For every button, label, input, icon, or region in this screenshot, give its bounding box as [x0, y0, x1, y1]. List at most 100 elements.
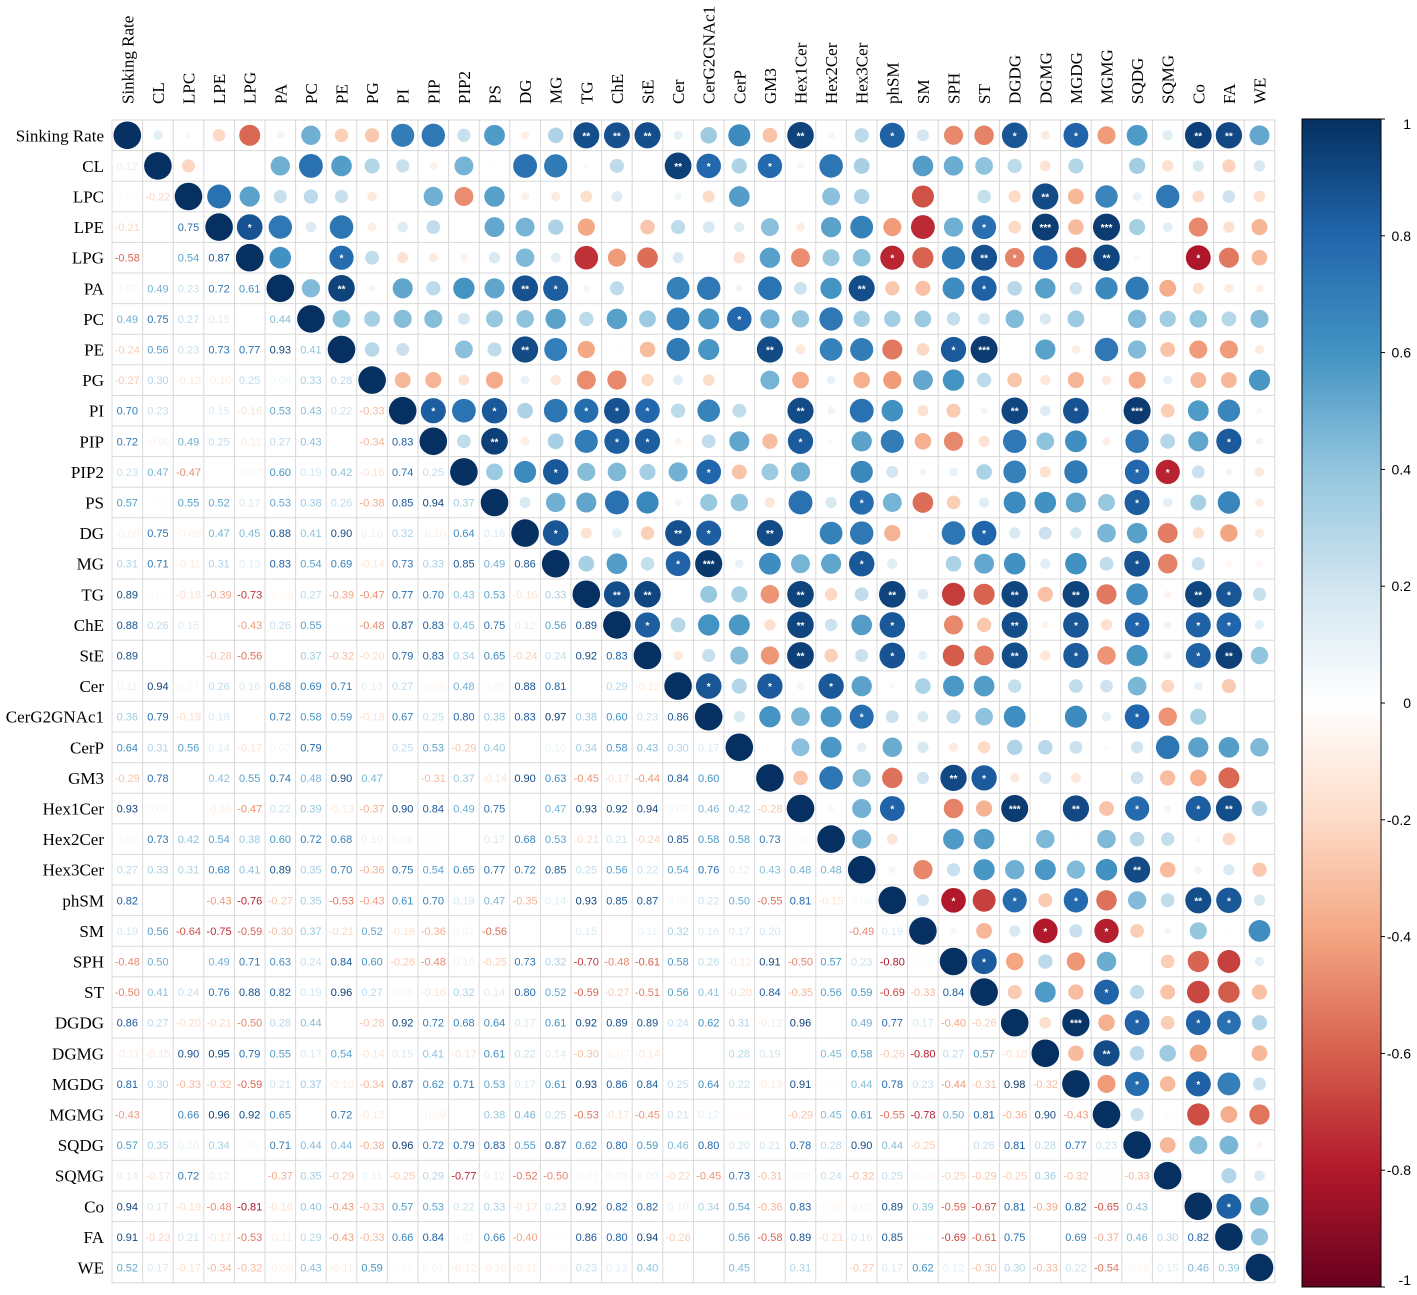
corr-value-8-3: -0.10 [207, 375, 232, 387]
corr-value-21-20: 0.00 [729, 773, 750, 785]
corr-value-25-12: 0.47 [484, 895, 505, 907]
corr-circle-13-19 [696, 520, 722, 546]
corr-value-23-20: 0.58 [729, 834, 750, 846]
corr-value-10-3: 0.25 [208, 436, 229, 448]
corr-circle-17-27 [942, 644, 965, 667]
corr-circle-8-31 [1067, 372, 1084, 389]
corr-value-10-8: -0.34 [360, 436, 385, 448]
corr-circle-28-28 [970, 978, 998, 1006]
corr-circle-22-28 [975, 800, 993, 817]
corr-value-26-19: 0.16 [698, 926, 719, 938]
corr-circle-1-37 [1253, 160, 1266, 172]
corr-circle-30-37 [1251, 1045, 1268, 1062]
corr-circle-20-27 [948, 742, 959, 753]
corr-circle-8-29 [1007, 372, 1022, 388]
corr-value-25-9: 0.61 [392, 895, 413, 907]
column-label: Sinking Rate [118, 16, 137, 104]
corr-circle-11-14 [542, 459, 569, 485]
column-label: PI [394, 89, 413, 104]
corr-value-21-9: 0.00 [392, 773, 413, 785]
corr-value-11-7: 0.42 [331, 467, 352, 479]
corr-circle-11-13 [514, 460, 537, 483]
corr-value-9-8: -0.33 [360, 406, 385, 418]
corr-value-21-3: 0.42 [208, 773, 229, 785]
corr-circle-16-18 [670, 617, 686, 633]
significance-stars: ** [1194, 590, 1202, 601]
corr-value-32-10: -0.09 [421, 1110, 446, 1122]
corr-circle-5-9 [392, 278, 413, 299]
corr-circle-4-8 [365, 250, 379, 265]
corr-circle-7-35 [1189, 340, 1208, 359]
corr-value-25-13: -0.35 [513, 895, 538, 907]
corr-circle-9-14 [543, 398, 568, 423]
corr-value-17-7: -0.32 [329, 651, 354, 663]
corr-value-13-12: 0.16 [484, 528, 505, 540]
significance-stars: * [1227, 896, 1231, 907]
corr-circle-13-27 [941, 521, 966, 545]
corr-value-36-26: 0.02 [912, 1232, 933, 1244]
significance-stars: *** [978, 346, 990, 357]
significance-stars: ** [1103, 254, 1111, 265]
corr-circle-14-25 [887, 558, 898, 569]
corr-circle-9-18 [670, 403, 686, 418]
corr-circle-1-1 [144, 152, 172, 180]
corr-circle-6-22 [791, 310, 810, 328]
corr-circle-1-8 [364, 158, 380, 174]
significance-stars: ** [797, 621, 805, 632]
corr-circle-22-29 [1001, 794, 1029, 823]
corr-circle-20-31 [1069, 740, 1083, 754]
corr-circle-12-28 [978, 497, 990, 508]
corr-value-32-19: 0.12 [698, 1110, 719, 1122]
corr-value-32-9: 0.00 [392, 1110, 413, 1122]
corr-value-24-22: 0.48 [790, 865, 811, 877]
corr-circle-3-29 [1008, 220, 1022, 234]
corr-circle-1-7 [331, 155, 352, 177]
significance-stars: * [1105, 988, 1109, 999]
corr-circle-2-5 [273, 189, 287, 204]
corr-value-15-13: -0.16 [513, 589, 538, 601]
corr-value-28-26: -0.33 [910, 987, 935, 999]
corr-value-30-15: -0.30 [574, 1048, 599, 1060]
corr-value-37-31: 0.22 [1065, 1263, 1086, 1275]
corr-value-18-16: 0.29 [606, 681, 627, 693]
corr-circle-10-11 [457, 434, 471, 449]
corr-circle-27-27 [939, 947, 968, 976]
corr-value-18-10: -0.06 [421, 681, 446, 693]
corr-circle-10-35 [1188, 431, 1209, 452]
corr-value-20-0: 0.64 [117, 742, 138, 754]
corr-value-36-18: -0.26 [666, 1232, 691, 1244]
corr-circle-16-25 [879, 612, 906, 638]
corr-circle-12-19 [700, 493, 718, 512]
corr-circle-6-12 [485, 310, 504, 328]
corr-value-28-20: -0.20 [727, 987, 752, 999]
corr-value-22-8: -0.37 [360, 804, 385, 816]
corr-value-36-19: 0.00 [698, 1232, 719, 1244]
corr-value-23-8: 0.10 [361, 834, 382, 846]
significance-stars: * [1074, 131, 1078, 142]
corr-circle-10-18 [674, 437, 682, 445]
corr-circle-15-28 [973, 583, 995, 605]
corr-value-6-4: 0.00 [239, 314, 260, 326]
significance-stars: * [1105, 927, 1109, 938]
corr-circle-10-30 [1036, 432, 1055, 451]
corr-circle-9-23 [827, 406, 835, 415]
corr-value-7-1: 0.56 [147, 345, 168, 357]
corr-circle-4-28 [971, 244, 998, 271]
corr-value-22-3: -0.10 [207, 804, 232, 816]
corr-circle-1-5 [270, 156, 290, 176]
corr-circle-12-17 [636, 491, 659, 514]
corr-circle-29-31 [1062, 1009, 1090, 1037]
corr-value-14-13: 0.86 [514, 559, 535, 571]
corr-value-20-5: 0.07 [270, 742, 291, 754]
corr-circle-2-30 [1032, 183, 1059, 210]
corr-value-30-23: 0.45 [820, 1048, 841, 1060]
corr-value-26-5: -0.30 [268, 926, 293, 938]
corr-value-17-11: 0.34 [453, 651, 474, 663]
corr-circle-27-32 [1096, 951, 1117, 972]
corr-circle-14-18 [665, 551, 691, 577]
corr-circle-0-19 [700, 127, 717, 144]
corr-circle-1-22 [797, 162, 804, 170]
corr-value-1-0: 0.12 [117, 161, 138, 173]
corr-circle-28-36 [1218, 981, 1240, 1003]
